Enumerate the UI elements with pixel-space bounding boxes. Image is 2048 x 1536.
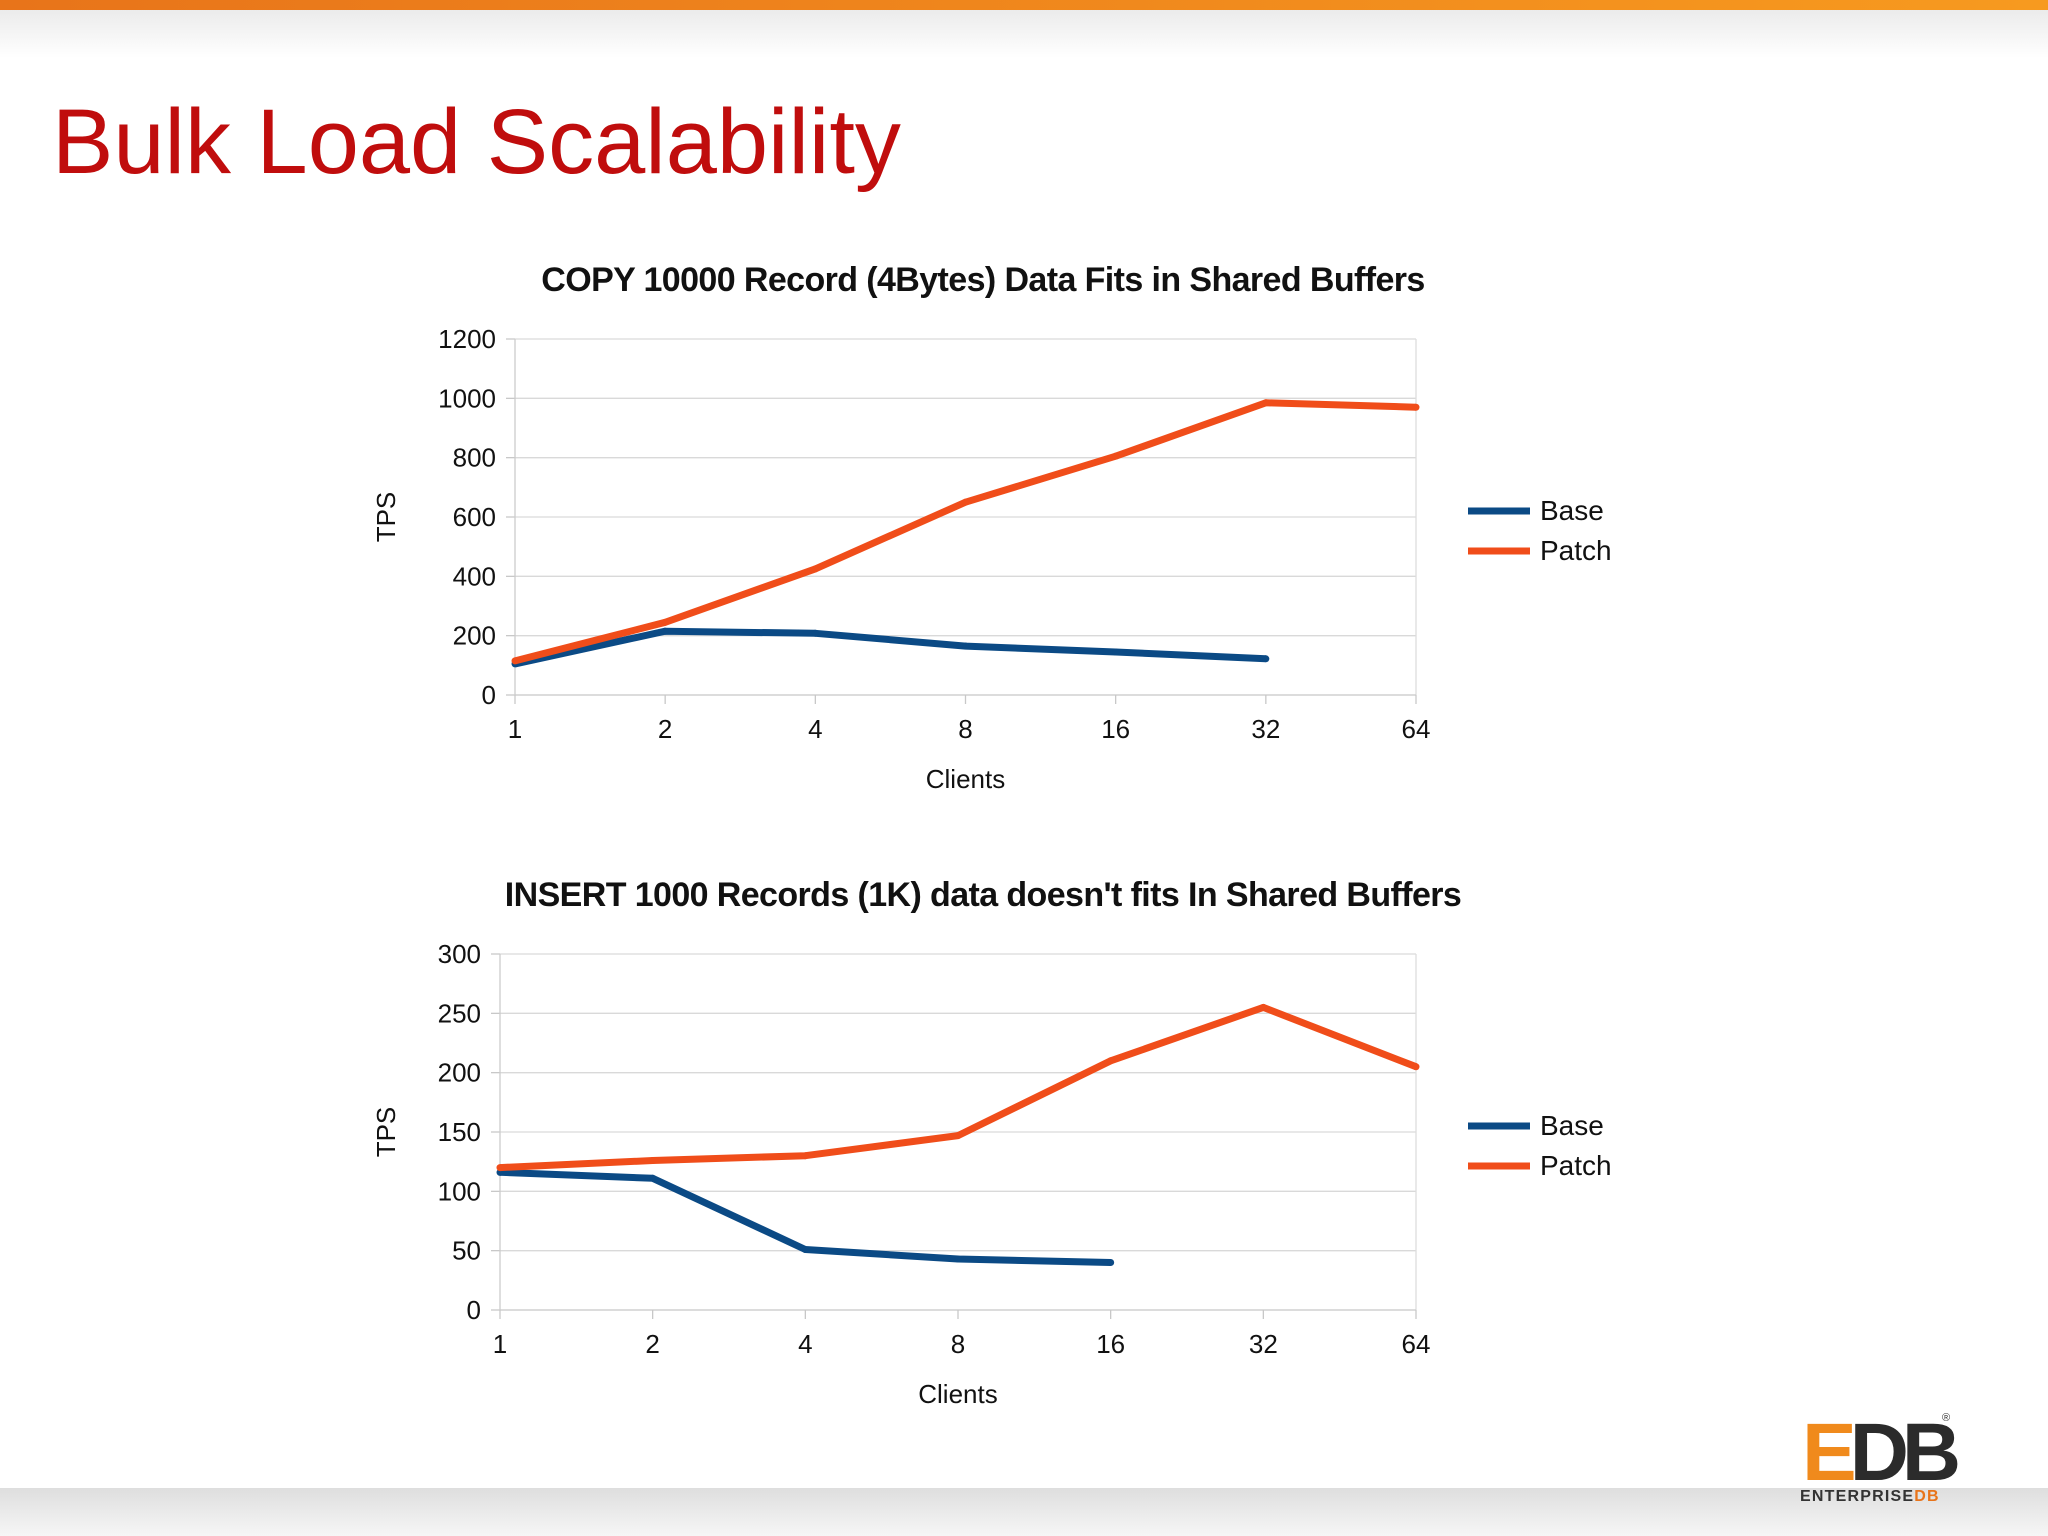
x-axis-title: Clients — [918, 1379, 997, 1409]
data-point-base — [954, 1255, 962, 1263]
data-point-patch — [511, 657, 519, 665]
legend-label-patch: Patch — [1540, 1150, 1612, 1181]
x-tick-label: 16 — [1096, 1329, 1125, 1359]
data-point-patch — [1107, 1057, 1115, 1065]
x-tick-label: 1 — [508, 714, 522, 744]
data-point-patch — [649, 1156, 657, 1164]
data-point-base — [1262, 655, 1270, 663]
y-tick-label: 200 — [453, 621, 496, 651]
data-point-patch — [801, 1152, 809, 1160]
chart-title: COPY 10000 Record (4Bytes) Data Fits in … — [541, 261, 1424, 299]
y-tick-label: 250 — [438, 998, 481, 1028]
x-tick-label: 4 — [798, 1329, 812, 1359]
logo-mark-e: E — [1802, 1407, 1857, 1498]
x-tick-label: 8 — [951, 1329, 965, 1359]
header-shade — [0, 10, 2048, 58]
data-point-patch — [1262, 399, 1270, 407]
y-tick-label: 0 — [482, 680, 496, 710]
data-point-base — [649, 1174, 657, 1182]
y-tick-label: 400 — [453, 561, 496, 591]
x-tick-label: 64 — [1402, 1329, 1431, 1359]
x-tick-label: 2 — [658, 714, 672, 744]
data-point-base — [801, 1245, 809, 1253]
series-line-base — [514, 627, 1266, 668]
y-tick-label: 600 — [453, 502, 496, 532]
data-point-base — [962, 642, 969, 650]
x-tick-label: 8 — [958, 714, 972, 744]
data-point-patch — [496, 1164, 504, 1172]
enterprisedb-logo: EDB ® ENTERPRISEDB — [1800, 1412, 1961, 1506]
series-line-patch — [514, 399, 1417, 665]
copy-chart: COPY 10000 Record (4Bytes) Data Fits in … — [371, 261, 1612, 794]
x-tick-label: 32 — [1249, 1329, 1278, 1359]
logo-text-accent: DB — [1914, 1488, 1940, 1505]
data-point-base — [811, 629, 819, 637]
series-line-patch — [499, 1003, 1418, 1172]
data-point-patch — [954, 1132, 962, 1140]
x-tick-label: 64 — [1402, 714, 1431, 744]
y-axis-title: TPS — [371, 1107, 401, 1158]
y-tick-label: 150 — [438, 1117, 481, 1147]
y-tick-label: 1200 — [438, 324, 496, 354]
data-point-base — [1107, 1259, 1115, 1267]
data-point-base — [1112, 648, 1120, 656]
x-tick-label: 16 — [1101, 714, 1130, 744]
logo-mark: EDB — [1802, 1412, 1961, 1494]
y-tick-label: 200 — [438, 1058, 481, 1088]
footer-shade — [0, 1488, 2048, 1536]
y-tick-label: 50 — [452, 1236, 481, 1266]
x-tick-label: 32 — [1251, 714, 1280, 744]
x-axis-title: Clients — [926, 764, 1005, 794]
x-tick-label: 1 — [493, 1329, 507, 1359]
legend-label-base: Base — [1540, 495, 1604, 526]
y-tick-label: 0 — [467, 1295, 481, 1325]
chart-title: INSERT 1000 Records (1K) data doesn't fi… — [505, 876, 1461, 914]
logo-wordmark: ENTERPRISEDB — [1800, 1488, 1940, 1506]
legend-label-patch: Patch — [1540, 535, 1612, 566]
legend-label-base: Base — [1540, 1110, 1604, 1141]
data-point-patch — [1412, 1063, 1420, 1071]
x-tick-label: 4 — [808, 714, 822, 744]
logo-registered: ® — [1942, 1412, 1951, 1424]
data-point-patch — [811, 565, 819, 573]
y-axis-title: TPS — [371, 492, 401, 543]
y-tick-label: 300 — [438, 939, 481, 969]
data-point-base — [661, 627, 669, 635]
top-accent-bar — [0, 0, 2048, 10]
y-tick-label: 1000 — [438, 383, 496, 413]
logo-mark-db: DB — [1849, 1407, 1961, 1498]
data-point-patch — [1259, 1003, 1267, 1011]
y-tick-label: 800 — [453, 443, 496, 473]
slide-title: Bulk Load Scalability — [52, 91, 901, 193]
logo-text-main: ENTERPRISE — [1800, 1488, 1915, 1505]
data-point-patch — [1412, 403, 1420, 411]
data-point-patch — [962, 498, 969, 506]
y-tick-label: 100 — [438, 1176, 481, 1206]
x-tick-label: 2 — [645, 1329, 659, 1359]
insert-chart: INSERT 1000 Records (1K) data doesn't fi… — [371, 876, 1612, 1409]
data-point-patch — [661, 618, 669, 626]
data-point-patch — [1112, 452, 1120, 460]
